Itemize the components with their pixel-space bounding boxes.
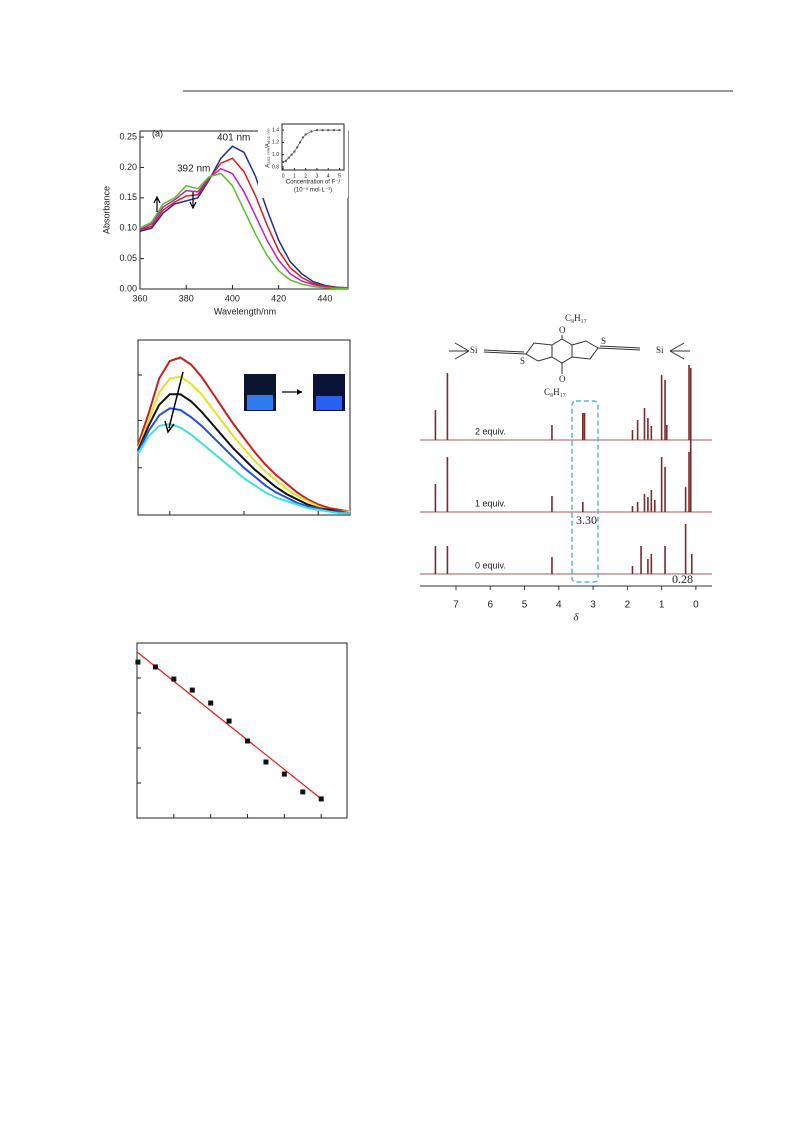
- plot-frame: [281, 123, 345, 171]
- shift-label: 3.30: [576, 513, 597, 527]
- atom-label: Si: [656, 345, 664, 355]
- atom-label: O: [559, 325, 566, 335]
- curve: [139, 172, 348, 290]
- marker: [287, 156, 290, 159]
- point: [189, 687, 195, 693]
- marker: [299, 141, 302, 144]
- marker: [293, 150, 296, 153]
- atom-label: S: [520, 356, 525, 366]
- y-tick-label: 0.00: [119, 283, 137, 293]
- marker: [327, 129, 330, 132]
- point: [281, 771, 287, 777]
- inset-x-label: Concentration of F⁻/: [286, 180, 341, 186]
- x-tick-label: 0: [282, 173, 285, 179]
- y-tick-label: 1.0: [272, 152, 279, 158]
- marker: [282, 161, 285, 164]
- point: [263, 759, 269, 765]
- y-tick-label: 1.2: [272, 140, 279, 146]
- marker: [296, 146, 299, 149]
- x-tick-label: 5: [338, 173, 341, 179]
- x-tick-label: 5: [522, 600, 528, 611]
- y-axis-label: Absorbance: [101, 186, 111, 234]
- arrow: [164, 371, 184, 434]
- arrow: [189, 192, 197, 210]
- fit-line: [136, 651, 322, 800]
- atom-label: Si: [470, 345, 478, 355]
- marker: [338, 129, 341, 132]
- x-tick-label: 6: [487, 600, 493, 611]
- y-tick-label: 0.05: [119, 253, 137, 263]
- x-tick-label: 2: [625, 600, 631, 611]
- point: [208, 700, 214, 706]
- atom-label: S: [601, 336, 606, 346]
- x-tick-label: 7: [453, 600, 459, 611]
- x-tick-label: 4: [556, 600, 562, 611]
- plot-frame: [136, 642, 348, 819]
- point: [152, 664, 158, 670]
- spectrum-label: 1 equiv.: [475, 498, 506, 508]
- inset-bg: [258, 118, 348, 198]
- y-tick-label: 0.25: [119, 131, 137, 141]
- x-tick-label: 3: [590, 600, 596, 611]
- y-tick-label: 0.15: [119, 192, 137, 202]
- curve: [139, 145, 349, 289]
- point: [318, 796, 324, 802]
- arrow: [153, 195, 161, 212]
- marker: [304, 133, 307, 136]
- x-tick-label: 2: [304, 173, 307, 179]
- y-tick-label: 1.4: [272, 127, 279, 133]
- vial-glow: [247, 395, 273, 410]
- marker: [290, 153, 293, 156]
- x-tick-label: 1: [293, 173, 296, 179]
- marker: [332, 129, 335, 132]
- marker: [315, 129, 318, 132]
- curve: [139, 167, 348, 290]
- x-tick-label: 3: [316, 173, 319, 179]
- vial-glow: [316, 396, 342, 410]
- point: [171, 676, 177, 682]
- marker: [301, 136, 304, 139]
- x-tick-label: 380: [179, 293, 194, 303]
- marker: [284, 159, 287, 162]
- point: [226, 718, 232, 724]
- marker: [310, 130, 313, 133]
- atom-label: O: [559, 374, 566, 384]
- inset-x-label: (10⁻⁵ mol·L⁻¹): [294, 187, 332, 194]
- x-tick-label: 0: [693, 600, 699, 611]
- spectrum-label: 0 equiv.: [475, 560, 506, 570]
- x-tick-label: 360: [132, 293, 147, 303]
- x-tick-label: 4: [327, 173, 330, 179]
- curve: [139, 157, 348, 289]
- spectrum-label: 2 equiv.: [475, 426, 506, 436]
- highlight-box: [571, 400, 599, 583]
- x-axis-label: Wavelength/nm: [214, 306, 276, 316]
- peak-label: 392 nm: [177, 164, 210, 175]
- shift-label: 0.28: [672, 572, 693, 586]
- arrow-head: [297, 389, 302, 395]
- atom-label: C₈H₁₇: [544, 387, 566, 397]
- inset-y-label: A₃₉₂ ₙₘ/A₄₀₁ ₙₘ: [266, 128, 272, 168]
- panel-label: (a): [152, 128, 163, 138]
- x-axis-label: δ: [573, 612, 579, 624]
- peak-label: 401 nm: [217, 133, 250, 144]
- y-tick-label: 0.8: [272, 164, 279, 170]
- curve: [137, 375, 350, 513]
- plot-frame: [139, 130, 349, 290]
- atom-label: C₈H₁₇: [565, 313, 587, 323]
- marker: [321, 129, 324, 132]
- x-tick-label: 420: [271, 293, 286, 303]
- point: [245, 738, 251, 744]
- curve: [137, 393, 351, 515]
- x-tick-label: 440: [317, 293, 332, 303]
- molecule: [449, 335, 690, 374]
- point: [300, 789, 306, 795]
- point: [135, 659, 141, 665]
- y-tick-label: 0.10: [119, 223, 137, 233]
- x-tick-label: 1: [659, 600, 665, 611]
- curve: [137, 356, 351, 513]
- x-tick-label: 400: [225, 293, 240, 303]
- y-tick-label: 0.20: [119, 162, 137, 172]
